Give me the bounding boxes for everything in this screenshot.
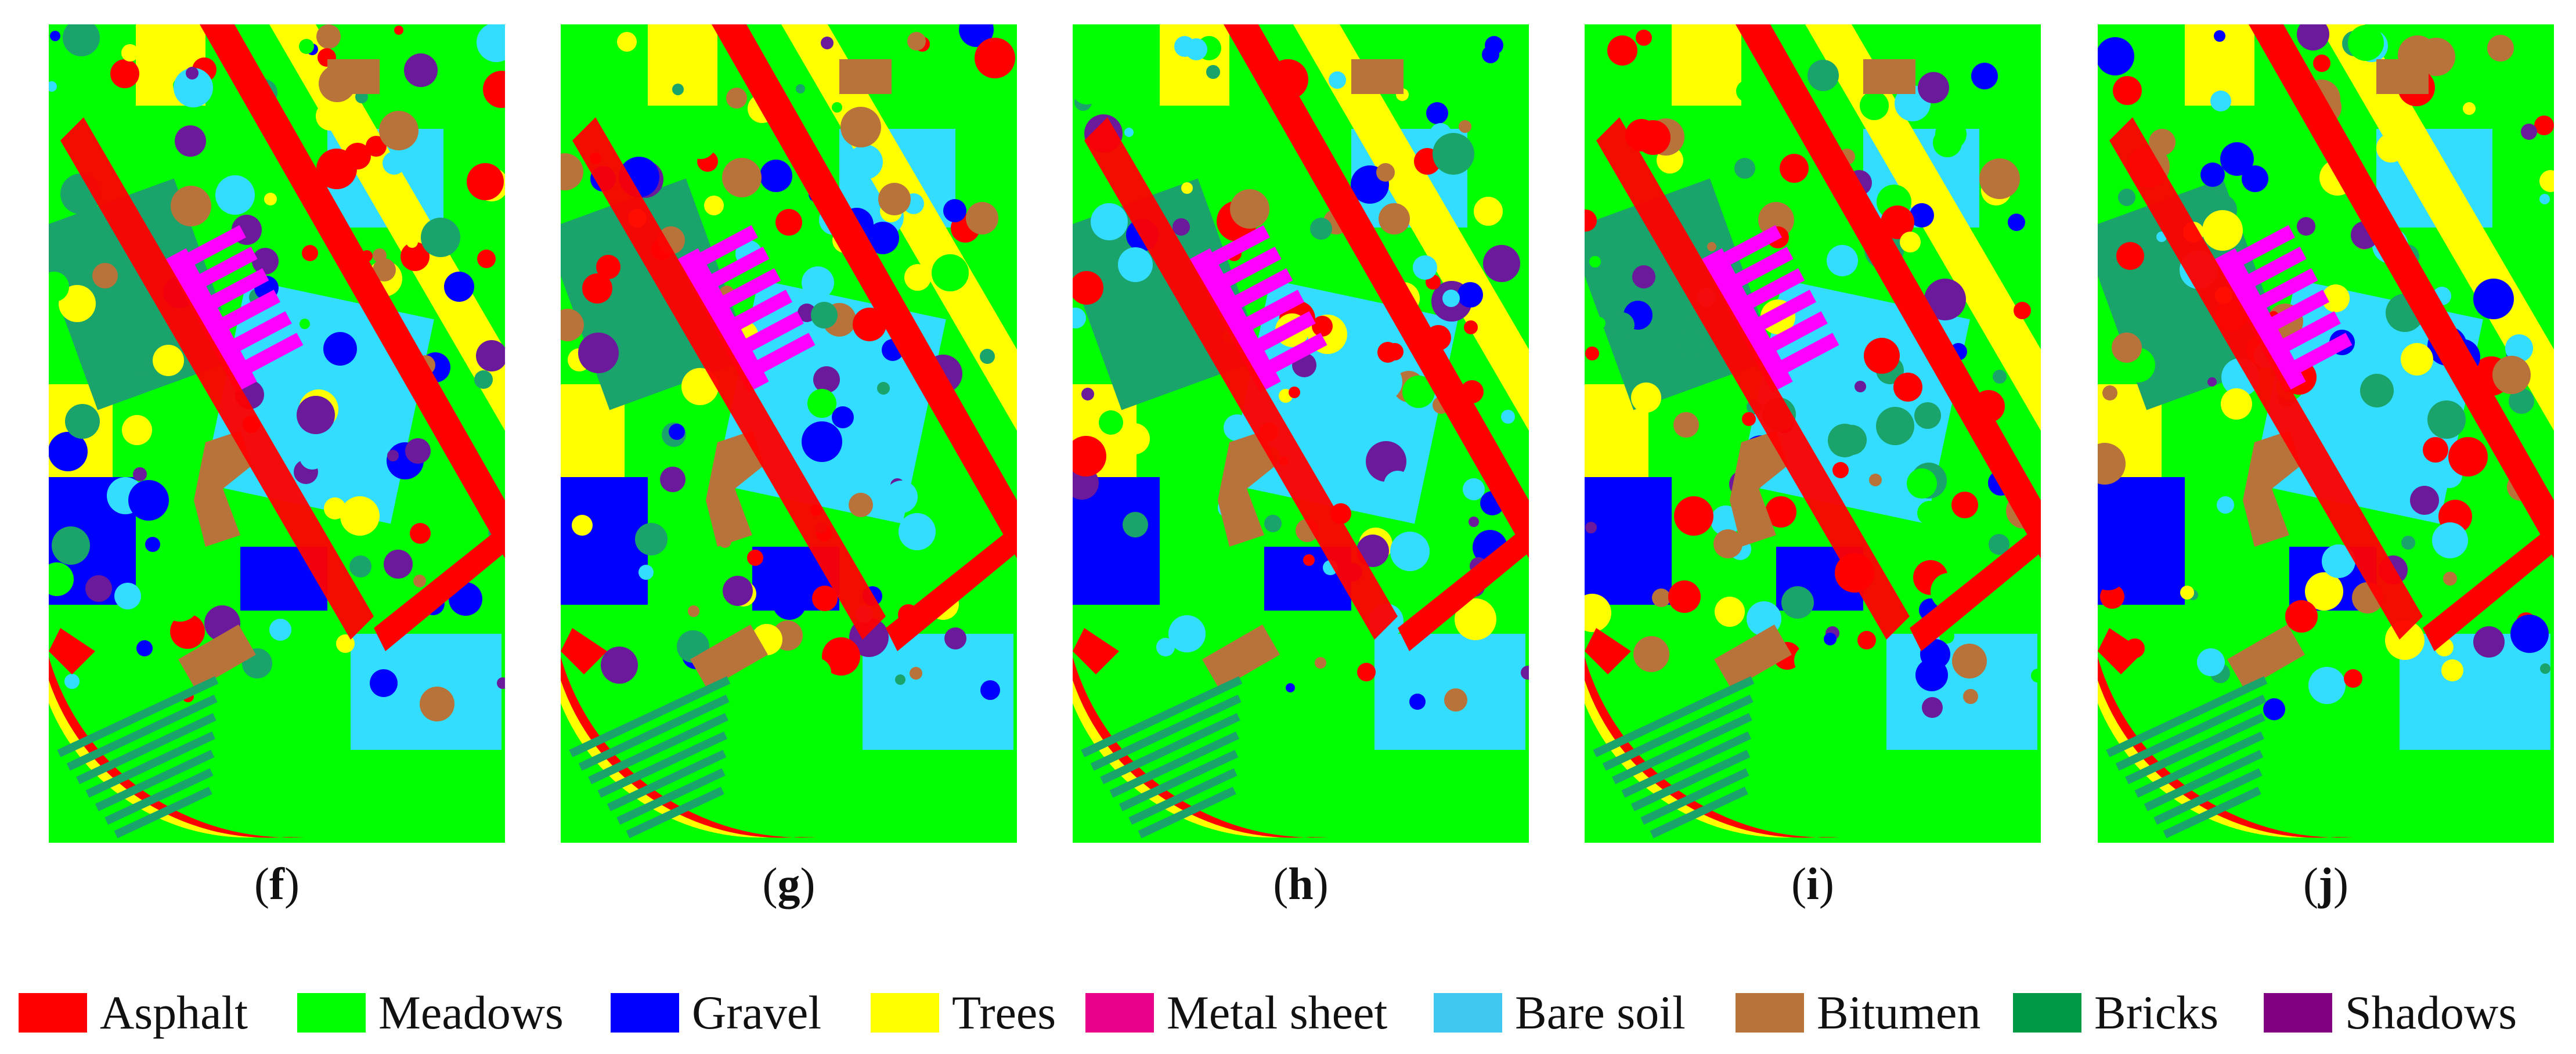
legend-label: Asphalt <box>100 986 248 1039</box>
panel-label-j: (j) <box>2303 858 2348 909</box>
legend-label: Bricks <box>2094 986 2219 1039</box>
legend-label: Trees <box>952 986 1056 1039</box>
legend-item-meadows: Meadows <box>297 981 564 1045</box>
legend-label: Bare soil <box>1515 986 1686 1039</box>
legend-swatch <box>1736 993 1804 1033</box>
legend-swatch <box>297 993 366 1033</box>
classification-map-h <box>1073 24 1529 843</box>
legend-item-shadows: Shadows <box>2264 981 2517 1045</box>
classification-map-image <box>2098 24 2554 843</box>
classification-map-i <box>1585 24 2041 843</box>
legend-label: Bitumen <box>1817 986 1981 1039</box>
legend-swatch <box>1085 993 1154 1033</box>
legend-swatch <box>871 993 939 1033</box>
panel-label-h: (h) <box>1273 858 1329 909</box>
legend-label: Shadows <box>2345 986 2517 1039</box>
legend-item-bare-soil: Bare soil <box>1434 981 1686 1045</box>
legend-label: Gravel <box>692 986 822 1039</box>
classification-map-j <box>2098 24 2554 843</box>
legend-item-bitumen: Bitumen <box>1736 981 1980 1045</box>
legend-swatch <box>2013 993 2081 1033</box>
classification-map-image <box>1585 24 2041 843</box>
panel-label-f: (f) <box>254 858 300 909</box>
legend-swatch <box>1434 993 1502 1033</box>
legend-item-bricks: Bricks <box>2013 981 2218 1045</box>
panel-label-g: (g) <box>762 858 816 909</box>
legend: Asphalt Meadows Gravel Trees Metal sheet… <box>0 981 2576 1045</box>
classification-map-f <box>49 24 505 843</box>
legend-item-asphalt: Asphalt <box>19 981 248 1045</box>
legend-swatch <box>611 993 679 1033</box>
legend-item-gravel: Gravel <box>611 981 821 1045</box>
classification-map-image <box>49 24 505 843</box>
legend-label: Meadows <box>378 986 564 1039</box>
classification-map-image <box>1073 24 1529 843</box>
classification-map-image <box>561 24 1017 843</box>
classification-map-g <box>561 24 1017 843</box>
legend-item-trees: Trees <box>871 981 1056 1045</box>
legend-swatch <box>19 993 87 1033</box>
legend-swatch <box>2264 993 2332 1033</box>
legend-item-metal-sheet: Metal sheet <box>1085 981 1387 1045</box>
legend-label: Metal sheet <box>1167 986 1388 1039</box>
panel-label-i: (i) <box>1791 858 1834 909</box>
